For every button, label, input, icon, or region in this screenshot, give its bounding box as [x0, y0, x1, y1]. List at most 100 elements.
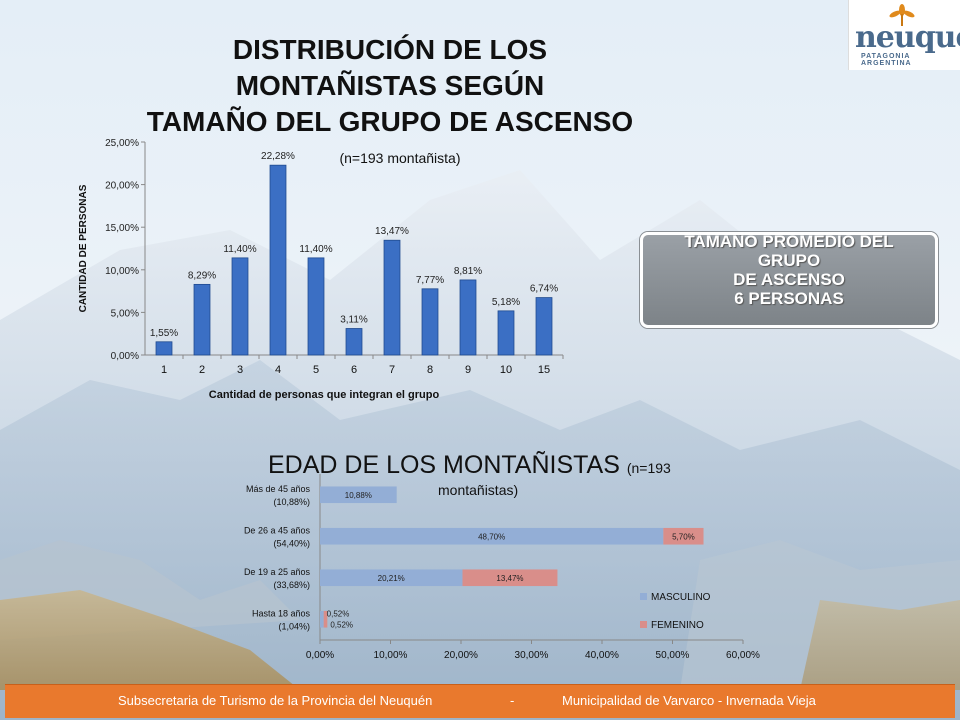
- bar-segment: [320, 527, 664, 545]
- x-tick-label: 50,00%: [656, 650, 690, 661]
- bar-segment: [320, 486, 397, 504]
- bar: [421, 288, 439, 356]
- bar-value-label: 20,21%: [378, 574, 405, 583]
- x-tick-label: 0,00%: [306, 650, 334, 661]
- y-tick-label: 10,00%: [105, 266, 139, 277]
- bar-value-label: 48,70%: [478, 532, 505, 541]
- legend-label: MASCULINO: [651, 592, 711, 603]
- bar-value-label: 8,81%: [454, 266, 482, 277]
- x-tick-label: 40,00%: [585, 650, 619, 661]
- callout-line: 6 PERSONAS: [734, 289, 844, 308]
- y-tick-label: 0,00%: [111, 351, 139, 362]
- category-label: (1,04%): [278, 621, 310, 631]
- category-label: (10,88%): [273, 497, 310, 507]
- bar-value-label: 8,29%: [188, 270, 216, 281]
- category-label: De 19 a 25 años: [244, 567, 311, 577]
- bar-value-label: 10,88%: [345, 491, 372, 500]
- bar-segment: [320, 610, 324, 628]
- bar-value-label: 5,70%: [672, 532, 695, 541]
- x-tick-label: 6: [351, 364, 357, 376]
- x-axis-title: Cantidad de personas que integran el gru…: [209, 389, 440, 401]
- bar: [269, 164, 287, 356]
- x-tick-label: 3: [237, 364, 243, 376]
- sun-flower-logo-icon: [889, 4, 915, 26]
- footer-bar: Subsecretaria de Turismo de la Provincia…: [5, 684, 955, 718]
- x-tick-label: 15: [538, 364, 550, 376]
- chart2-title-n: (n=193: [626, 460, 671, 476]
- x-tick-label: 4: [275, 364, 281, 376]
- chart1-bars: [155, 164, 553, 356]
- age-stacked-bar-chart: 0,00% 10,00% 20,00% 30,00% 40,00% 50,00% 60,00…: [244, 474, 760, 661]
- logo-tagline: PATAGONIA ARGENTINA: [861, 53, 912, 67]
- callout-line: DE ASCENSO: [733, 270, 845, 289]
- category-label: De 26 a 45 años: [244, 525, 311, 535]
- footer-separator: -: [510, 693, 515, 708]
- bar: [497, 310, 515, 356]
- x-tick-label: 30,00%: [515, 650, 549, 661]
- chart2-labels: 0,00% 10,00% 20,00% 30,00% 40,00% 50,00% 60,00…: [244, 484, 760, 661]
- x-tick-label: 10: [500, 364, 512, 376]
- category-label: Más de 45 años: [246, 484, 311, 494]
- legend-label: FEMENINO: [651, 620, 704, 631]
- callout-line: TAMAÑO PROMEDIO DEL: [684, 232, 894, 251]
- bar-value-label: 13,47%: [375, 226, 409, 237]
- x-tick-label: 1: [161, 364, 167, 376]
- bar-segment: [323, 610, 328, 628]
- bar: [383, 239, 401, 356]
- bar: [345, 328, 363, 356]
- x-tick-label: 7: [389, 364, 395, 376]
- category-label: (33,68%): [273, 580, 310, 590]
- neuquen-logo: neuquén PATAGONIA ARGENTINA: [848, 0, 960, 70]
- x-tick-label: 5: [313, 364, 319, 376]
- bar-value-label: 5,18%: [492, 297, 520, 308]
- x-tick-label: 8: [427, 364, 433, 376]
- callout-line: GRUPO: [757, 251, 821, 270]
- chart2-title-main: EDAD DE LOS MONTAÑISTAS: [268, 451, 620, 479]
- chart2-title-sub: montañistas): [438, 482, 519, 498]
- category-label: (54,40%): [273, 538, 310, 548]
- bar: [459, 279, 477, 356]
- y-tick-label: 20,00%: [105, 181, 139, 192]
- chart1-title-line: MONTAÑISTAS SEGÚN: [235, 70, 545, 101]
- bar: [155, 341, 173, 356]
- y-tick-label: 5,00%: [111, 308, 139, 319]
- bar-value-label: 13,47%: [496, 574, 523, 583]
- x-tick-label: 20,00%: [444, 650, 478, 661]
- chart2-bars: [320, 486, 704, 628]
- bar-segment: [462, 569, 558, 587]
- legend-swatch: [640, 593, 647, 600]
- bar-segment: [320, 569, 463, 587]
- bar-value-label: 7,77%: [416, 275, 444, 286]
- chart2-legend: MASCULINO FEMENINO: [640, 592, 711, 631]
- bar: [231, 257, 249, 356]
- chart2-title: EDAD DE LOS MONTAÑISTAS (n=193: [268, 450, 718, 483]
- legend-swatch: [640, 621, 647, 628]
- chart1-subtitle: (n=193 montañista): [339, 150, 461, 166]
- bar-value-label: 11,40%: [223, 244, 256, 255]
- footer-left: Subsecretaria de Turismo de la Provincia…: [118, 693, 433, 708]
- bar-value-label: 11,40%: [299, 244, 332, 255]
- x-tick-label: 60,00%: [726, 650, 760, 661]
- bar: [535, 297, 553, 356]
- bar: [307, 257, 325, 356]
- bar-value-label: 0,52%: [330, 620, 353, 629]
- average-group-size-callout: TAMAÑO PROMEDIO DEL GRUPO DE ASCENSO 6 P…: [640, 232, 938, 328]
- bar-value-label: 0,52%: [327, 609, 350, 618]
- bar-value-label: 3,11%: [340, 315, 368, 326]
- y-tick-label: 15,00%: [105, 223, 139, 234]
- x-tick-label: 2: [199, 364, 205, 376]
- bar: [193, 283, 211, 356]
- group-size-bar-chart: 0,00% 5,00% 10,00% 15,00% 20,00% 25,00% 1,55% 1…: [78, 138, 564, 401]
- category-label: Hasta 18 años: [252, 608, 311, 618]
- chart1-title-line: TAMAÑO DEL GRUPO DE ASCENSO: [146, 106, 634, 137]
- chart1-title-line: DISTRIBUCIÓN DE LOS: [232, 34, 548, 65]
- logo-wordmark: neuquén: [855, 20, 960, 55]
- chart1-title: DISTRIBUCIÓN DE LOS MONTAÑISTAS SEGÚN TA…: [110, 32, 670, 140]
- bar-value-label: 6,74%: [530, 284, 558, 295]
- bar-segment: [663, 527, 704, 545]
- footer-right: Municipalidad de Varvarco - Invernada Vi…: [562, 693, 816, 708]
- y-axis-title: CANTIDAD DE PERSONAS: [78, 184, 89, 312]
- x-tick-label: 9: [465, 364, 471, 376]
